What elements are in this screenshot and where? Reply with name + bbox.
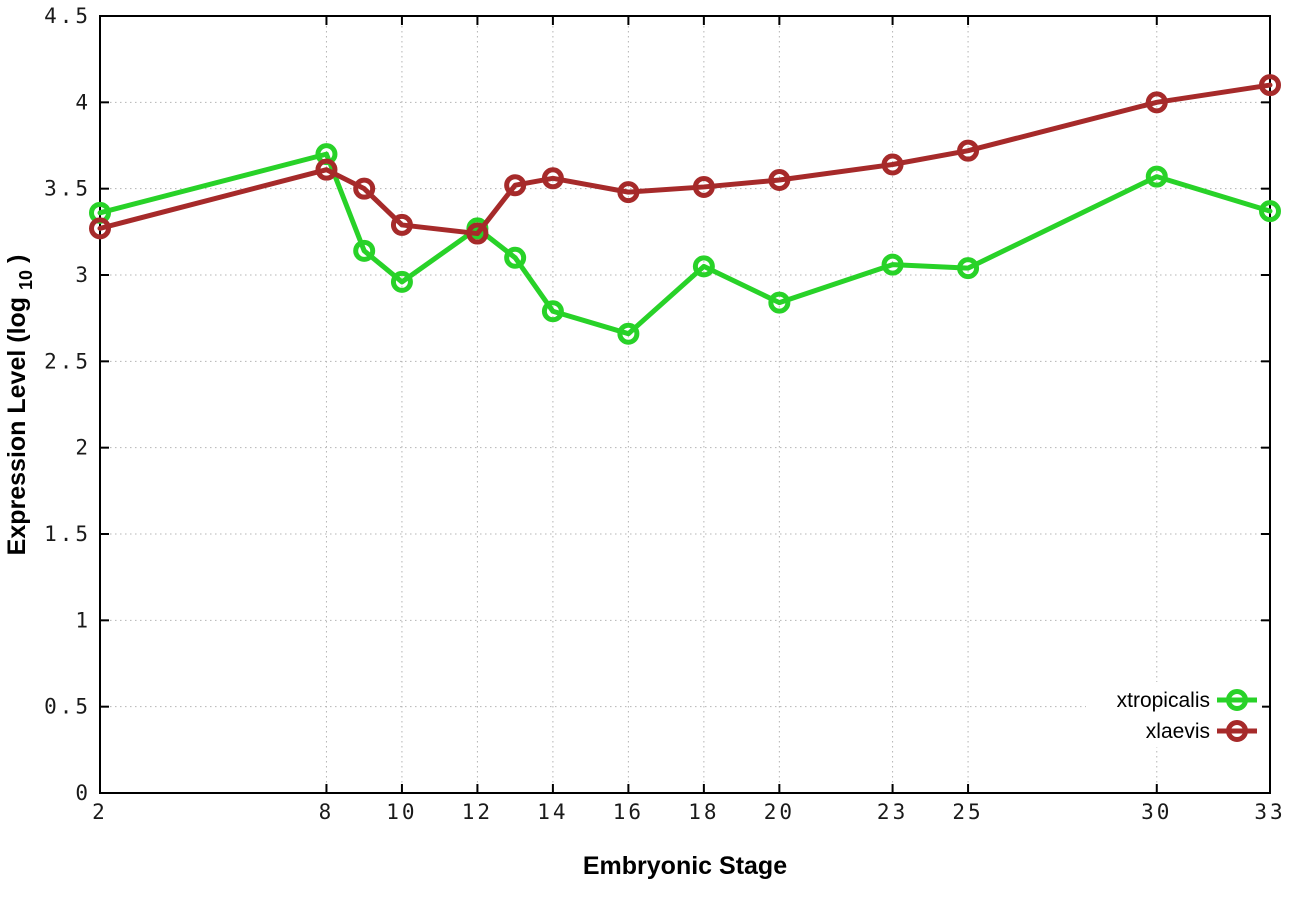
- data-point-xlaevis-stage-23: [881, 153, 904, 176]
- y-tick-label: 3: [75, 263, 91, 287]
- legend-sample-marker-xlaevis: [1226, 720, 1248, 742]
- y-tick-label: 2.5: [44, 349, 91, 373]
- data-point-xlaevis-stage-13: [504, 174, 527, 197]
- x-tick-label: 14: [537, 800, 568, 824]
- y-tick-label: 3.5: [44, 177, 91, 201]
- x-tick-label: 2: [92, 800, 108, 824]
- legend-sample-marker-xtropicalis: [1226, 689, 1248, 711]
- data-point-xtropicalis-stage-10: [390, 270, 413, 293]
- data-point-xtropicalis-stage-13: [504, 246, 527, 269]
- data-point-xtropicalis-stage-18: [692, 255, 715, 278]
- data-point-xlaevis-stage-16: [617, 181, 640, 204]
- data-point-xtropicalis-stage-25: [957, 257, 980, 280]
- data-point-xlaevis-stage-9: [353, 177, 376, 200]
- y-axis-title-subscript: 10: [16, 270, 36, 290]
- data-point-xlaevis-stage-25: [957, 139, 980, 162]
- y-tick-label: 0: [75, 781, 91, 805]
- data-point-xtropicalis-stage-30: [1145, 165, 1168, 188]
- x-tick-label: 30: [1141, 800, 1172, 824]
- data-point-xlaevis-stage-2: [89, 217, 111, 240]
- y-axis-title-main: Expression Level (log: [3, 297, 31, 555]
- data-point-xlaevis-stage-33: [1259, 74, 1281, 97]
- x-tick-label: 8: [319, 800, 335, 824]
- y-tick-label: 1: [75, 608, 91, 632]
- data-point-xtropicalis-stage-33: [1259, 200, 1281, 223]
- series-layer: [89, 74, 1281, 345]
- legend: xtropicalis xlaevis: [1086, 682, 1262, 747]
- y-tick-label: 2: [75, 436, 91, 460]
- data-point-xlaevis-stage-10: [390, 213, 413, 236]
- grid-layer: [99, 15, 1271, 794]
- x-tick-label: 25: [952, 800, 983, 824]
- legend-label-xtropicalis: xtropicalis: [1117, 689, 1210, 712]
- data-point-xlaevis-stage-18: [692, 175, 715, 198]
- data-point-xtropicalis-stage-16: [617, 322, 640, 345]
- plot-border: [99, 15, 1271, 794]
- x-tick-label: 16: [613, 800, 644, 824]
- y-tick-label: 1.5: [44, 522, 91, 546]
- y-axis-title-end: ): [3, 255, 31, 263]
- y-tick-label: 4: [75, 90, 91, 114]
- series-line-xlaevis: [97, 82, 1273, 237]
- legend-label-xlaevis: xlaevis: [1146, 720, 1210, 743]
- x-tick-label: 33: [1254, 800, 1285, 824]
- data-point-xlaevis-stage-12: [466, 222, 489, 245]
- data-point-xlaevis-stage-8: [315, 158, 338, 181]
- data-point-xlaevis-stage-20: [768, 169, 791, 192]
- y-tick-label: 4.5: [44, 4, 91, 28]
- tick-label-layer: 2 8 10 12 14 16 18 20 23 25 30 33 0 0.5 1 1.5 2 2.5 3 3.5 4 4…: [44, 4, 1285, 824]
- data-point-xtropicalis-stage-14: [541, 300, 564, 323]
- x-tick-label: 18: [688, 800, 719, 824]
- x-tick-label: 23: [877, 800, 908, 824]
- data-point-xlaevis-stage-30: [1145, 91, 1168, 114]
- y-tick-label: 0.5: [44, 695, 91, 719]
- data-point-xtropicalis-stage-20: [768, 291, 791, 314]
- x-tick-label: 10: [386, 800, 417, 824]
- tick-layer: [99, 15, 1271, 794]
- y-axis-title: Expression Level (log 10 ): [3, 255, 38, 556]
- x-tick-label: 20: [764, 800, 795, 824]
- data-point-xtropicalis-stage-23: [881, 253, 904, 276]
- x-tick-label: 12: [462, 800, 493, 824]
- data-point-xtropicalis-stage-9: [353, 239, 376, 262]
- data-point-xlaevis-stage-14: [541, 167, 564, 190]
- x-axis-title: Embryonic Stage: [583, 852, 787, 880]
